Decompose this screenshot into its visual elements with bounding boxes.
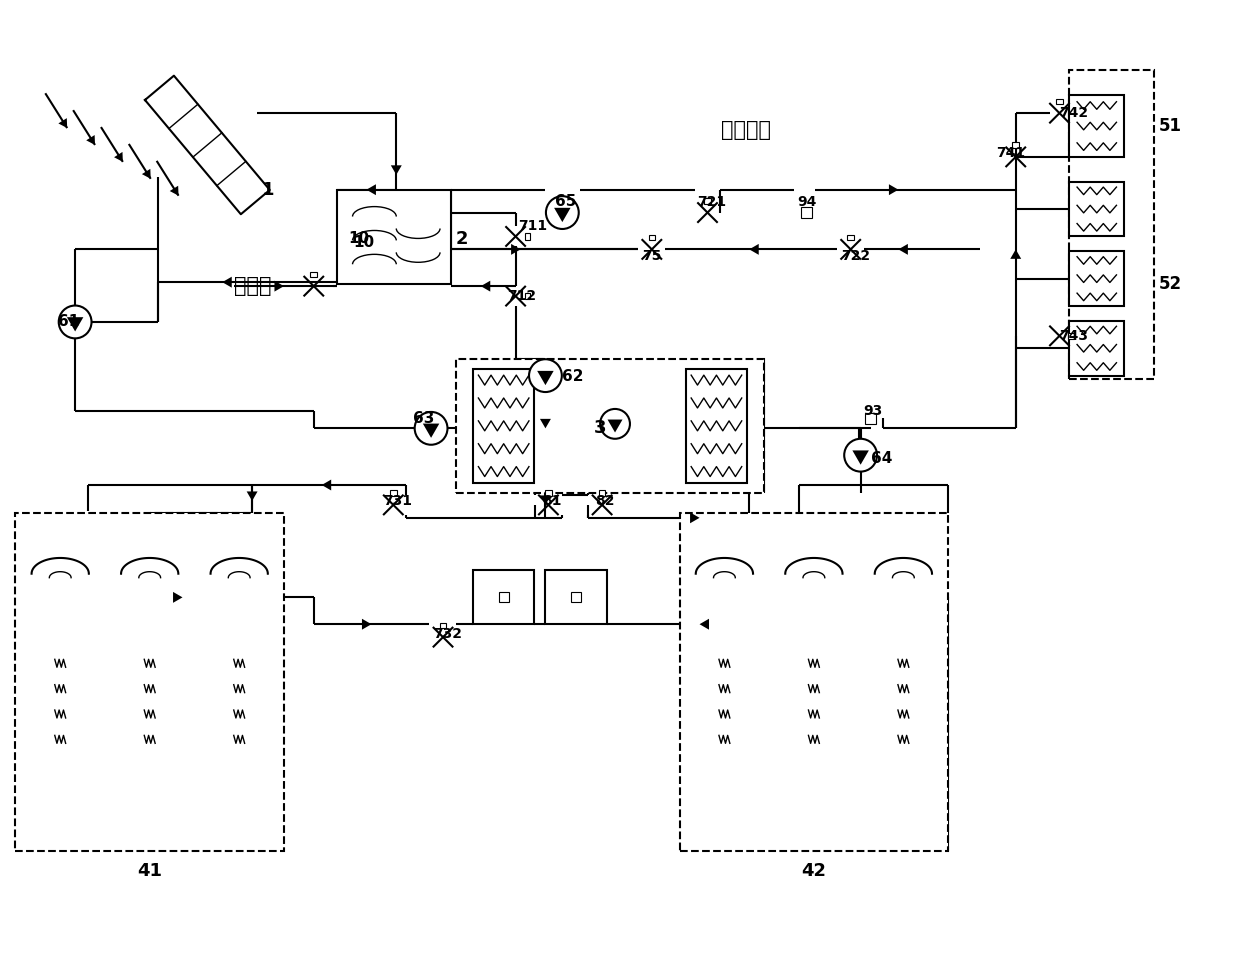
Circle shape	[546, 197, 579, 229]
Polygon shape	[321, 480, 331, 490]
Text: 711: 711	[518, 220, 548, 234]
Polygon shape	[699, 619, 709, 630]
Bar	[498, 592, 508, 602]
Bar	[847, 234, 854, 240]
Text: 712: 712	[507, 289, 536, 304]
Text: 82: 82	[595, 494, 615, 508]
Bar	[599, 490, 605, 496]
Bar	[546, 569, 608, 625]
Bar	[456, 359, 764, 493]
Bar	[680, 513, 949, 851]
Polygon shape	[537, 371, 554, 385]
Polygon shape	[539, 418, 551, 428]
Circle shape	[58, 306, 92, 339]
Bar	[525, 234, 529, 239]
Polygon shape	[852, 450, 869, 465]
Polygon shape	[511, 244, 521, 255]
Text: 722: 722	[841, 249, 869, 264]
Polygon shape	[58, 118, 67, 128]
Text: 52: 52	[1159, 275, 1182, 293]
Text: 自来水: 自来水	[234, 276, 272, 296]
Bar	[472, 569, 534, 625]
Circle shape	[600, 409, 630, 439]
Polygon shape	[222, 276, 232, 288]
Bar	[686, 369, 748, 483]
Polygon shape	[114, 152, 123, 162]
Text: 41: 41	[138, 862, 162, 880]
Text: 3: 3	[594, 419, 606, 437]
Polygon shape	[749, 244, 759, 255]
Polygon shape	[141, 169, 151, 179]
Text: 42: 42	[801, 862, 826, 880]
Bar	[801, 207, 812, 218]
Bar	[1056, 98, 1063, 104]
Bar	[336, 190, 451, 284]
Polygon shape	[247, 491, 258, 501]
Polygon shape	[889, 184, 899, 196]
Bar	[391, 490, 397, 496]
Bar	[866, 413, 875, 424]
Polygon shape	[274, 280, 284, 292]
Polygon shape	[67, 317, 83, 332]
Polygon shape	[367, 184, 376, 196]
Text: 75: 75	[642, 249, 661, 264]
Polygon shape	[432, 423, 441, 434]
Text: 94: 94	[797, 195, 816, 208]
Polygon shape	[539, 495, 551, 505]
Text: 65: 65	[556, 195, 577, 209]
Bar	[1069, 333, 1074, 340]
Text: 51: 51	[1159, 117, 1182, 135]
Text: 10: 10	[353, 234, 374, 250]
Bar	[546, 490, 552, 496]
Bar	[525, 293, 529, 300]
Text: 741: 741	[996, 146, 1025, 160]
Text: 721: 721	[698, 195, 727, 208]
Polygon shape	[554, 208, 570, 222]
Polygon shape	[174, 592, 182, 603]
Polygon shape	[481, 280, 490, 292]
Polygon shape	[423, 423, 439, 438]
Text: 63: 63	[413, 411, 434, 426]
Text: 64: 64	[870, 450, 892, 466]
Polygon shape	[608, 419, 622, 433]
Polygon shape	[391, 165, 402, 175]
Polygon shape	[691, 513, 699, 523]
Text: 62: 62	[562, 369, 584, 384]
Text: 742: 742	[1059, 106, 1089, 120]
Text: 1: 1	[262, 181, 274, 198]
Bar	[1069, 251, 1125, 306]
Circle shape	[414, 412, 448, 445]
Circle shape	[529, 359, 562, 392]
Circle shape	[844, 439, 877, 472]
Text: 743: 743	[1059, 329, 1089, 342]
Text: 93: 93	[863, 405, 883, 418]
Bar	[649, 234, 655, 240]
Text: 10: 10	[348, 231, 370, 246]
Bar	[1012, 142, 1019, 148]
Text: 61: 61	[58, 314, 79, 330]
Bar	[15, 513, 284, 851]
Text: 81: 81	[542, 494, 562, 508]
Bar	[1069, 70, 1154, 378]
Polygon shape	[899, 244, 908, 255]
Bar	[1069, 182, 1125, 236]
Polygon shape	[1011, 249, 1022, 259]
Bar	[1069, 95, 1125, 157]
Polygon shape	[362, 619, 372, 630]
Text: 2: 2	[456, 231, 469, 248]
Text: 732: 732	[433, 628, 463, 641]
Bar	[704, 198, 711, 203]
Bar	[1069, 321, 1125, 376]
Text: 生活热水: 生活热水	[722, 120, 771, 140]
Polygon shape	[170, 186, 179, 196]
Polygon shape	[87, 135, 95, 145]
Bar	[440, 623, 446, 629]
Bar	[472, 369, 534, 483]
Bar	[572, 592, 582, 602]
Text: 731: 731	[383, 494, 413, 508]
Bar	[310, 271, 317, 277]
